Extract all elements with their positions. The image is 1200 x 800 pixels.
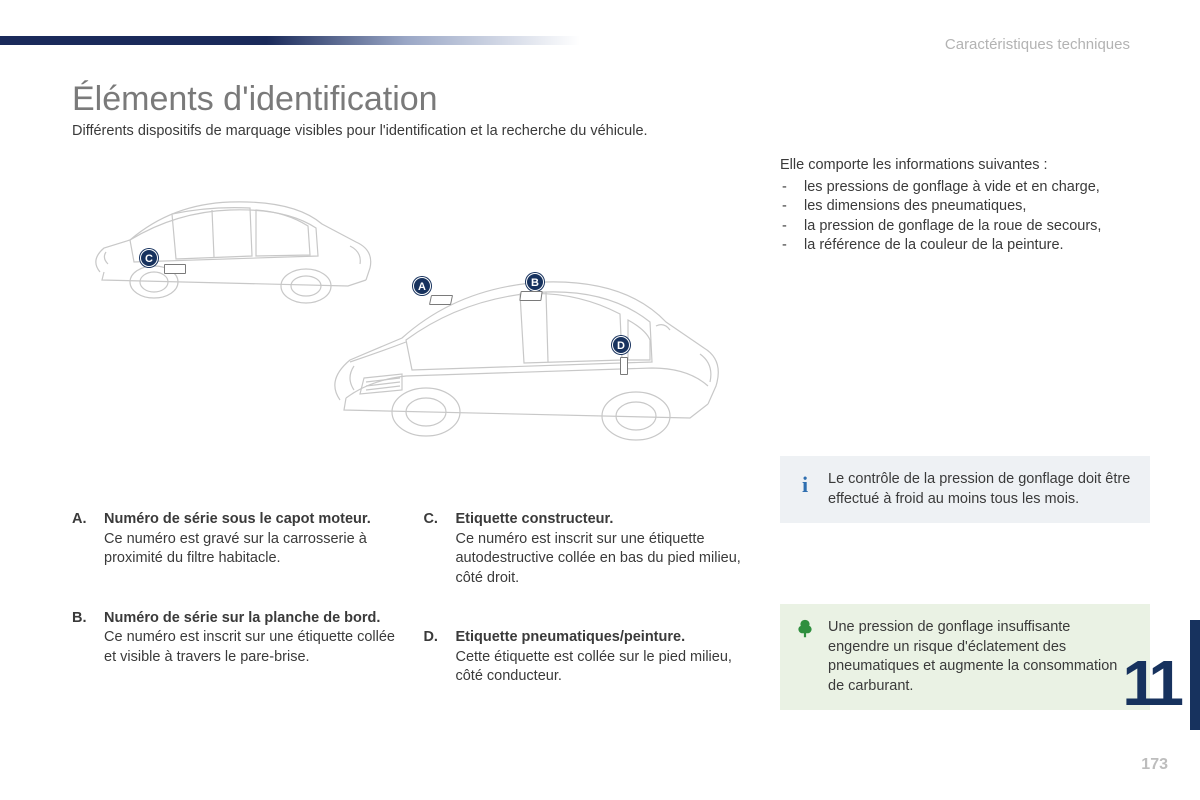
diagram-badge-b: B [526, 273, 544, 291]
ident-item-b: B. Numéro de série sur la planche de bor… [72, 609, 407, 668]
chapter-number: 11 [1122, 646, 1178, 720]
info-item: -les pressions de gonflage à vide et en … [780, 178, 1150, 198]
info-list: Elle comporte les informations suivantes… [780, 156, 1150, 256]
manual-page: Caractéristiques techniques Éléments d'i… [0, 0, 1200, 800]
info-item: -la pression de gonflage de la roue de s… [780, 217, 1150, 237]
vehicle-diagram: C [80, 160, 710, 460]
ident-item-a: A. Numéro de série sous le capot moteur.… [72, 510, 407, 569]
info-item: -la référence de la couleur de la peintu… [780, 236, 1150, 256]
tree-icon [794, 618, 816, 640]
ident-title: Numéro de série sous le capot moteur. [104, 511, 371, 527]
ident-letter: D. [423, 628, 451, 648]
page-subtitle: Différents dispositifs de marquage visib… [72, 123, 648, 139]
info-callout-text: Le contrôle de la pression de gonflage d… [828, 471, 1130, 507]
diagram-plate-c [164, 264, 186, 274]
ident-letter: B. [72, 609, 100, 629]
header-accent-bar [0, 36, 580, 45]
info-lead: Elle comporte les informations suivantes… [780, 156, 1150, 176]
car-illustration-front [310, 230, 730, 460]
ident-desc: Ce numéro est inscrit sur une étiquette … [455, 531, 740, 586]
diagram-badge-d: D [612, 336, 630, 354]
diagram-plate-b [519, 291, 542, 301]
info-icon: i [794, 470, 816, 500]
chapter-tab [1190, 620, 1200, 730]
identification-items: A. Numéro de série sous le capot moteur.… [72, 510, 772, 727]
warning-callout-text: Une pression de gonflage insuffisante en… [828, 619, 1117, 694]
ident-item-d: D. Etiquette pneumatiques/peinture. Cett… [423, 628, 758, 687]
ident-letter: A. [72, 510, 100, 530]
info-callout: i Le contrôle de la pression de gonflage… [780, 456, 1150, 523]
info-item: -les dimensions des pneumatiques, [780, 197, 1150, 217]
diagram-plate-d [620, 357, 628, 375]
page-title: Éléments d'identification [72, 80, 438, 119]
ident-letter: C. [423, 510, 451, 530]
ident-item-c: C. Etiquette constructeur. Ce numéro est… [423, 510, 758, 588]
diagram-plate-a [429, 295, 453, 305]
section-category: Caractéristiques techniques [945, 36, 1130, 53]
ident-title: Etiquette pneumatiques/peinture. [455, 629, 685, 645]
warning-callout: Une pression de gonflage insuffisante en… [780, 604, 1150, 710]
diagram-badge-c: C [140, 249, 158, 267]
ident-title: Numéro de série sur la planche de bord. [104, 610, 380, 626]
ident-title: Etiquette constructeur. [455, 511, 613, 527]
page-number: 173 [1141, 756, 1168, 774]
diagram-badge-a: A [413, 277, 431, 295]
ident-desc: Ce numéro est inscrit sur une étiquette … [104, 629, 395, 665]
ident-desc: Ce numéro est gravé sur la carrosserie à… [104, 531, 367, 567]
ident-desc: Cette étiquette est collée sur le pied m… [455, 649, 731, 685]
